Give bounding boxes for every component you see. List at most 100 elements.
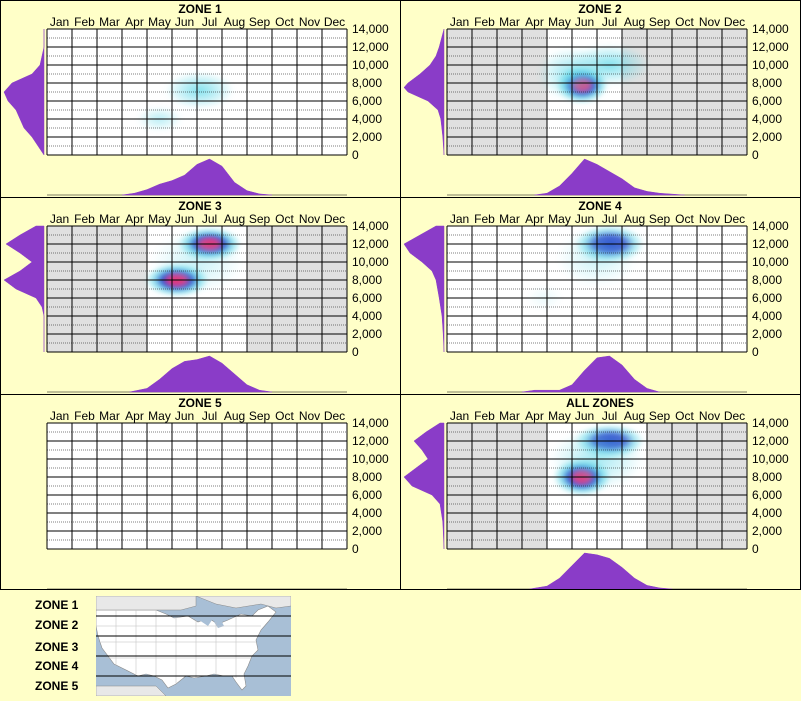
elevation-tick-label: 12,000 [352,40,389,54]
zone-panel: ALL ZONES Jan Feb Mar Apr May Jun Jul Aug Sep Oct N… [400,394,801,590]
month-tick-label: Aug [624,409,645,423]
elevation-tick-label: 4,000 [752,506,782,520]
month-column-bg [472,226,497,352]
elevation-tick-label: 2,000 [352,327,382,341]
zone-legend-label: ZONE 4 [35,659,79,673]
month-column-bg [322,226,347,352]
month-tick-label: Sep [249,409,271,423]
zone-panel: ZONE 1 Jan Feb Mar Apr May Jun Jul Aug Sep Oct Nov D… [0,0,401,198]
month-column-bg [272,29,297,155]
month-column-bg [722,423,747,549]
zone-legend-label: ZONE 2 [35,618,79,632]
month-tick-label: Mar [99,15,120,29]
month-tick-label: Nov [299,409,320,423]
chart-title: ZONE 2 [578,2,622,16]
month-tick-label: Jul [202,409,217,423]
elevation-tick-label: 10,000 [352,255,389,269]
month-column-bg [322,423,347,549]
month-tick-label: Apr [525,409,544,423]
month-tick-label: Jun [175,409,194,423]
month-column-bg [122,29,147,155]
month-column-bg [472,423,497,549]
elevation-tick-label: 10,000 [752,58,789,72]
month-tick-label: Aug [624,212,645,226]
month-tick-label: Oct [675,212,694,226]
month-tick-label: Jul [202,212,217,226]
month-tick-label: Jun [575,212,594,226]
month-tick-label: Mar [99,409,120,423]
zone-charts-grid: ZONE 1 Jan Feb Mar Apr May Jun Jul Aug Sep Oct Nov D… [0,0,801,590]
elevation-tick-label: 4,000 [752,112,782,126]
month-tick-label: Jan [450,409,469,423]
month-tick-label: Mar [499,409,520,423]
elevation-tick-label: 8,000 [352,273,382,287]
month-tick-label: May [548,409,571,423]
month-density [534,158,685,196]
elevation-density [403,225,445,353]
month-column-bg [322,29,347,155]
elevation-tick-label: 4,000 [352,506,382,520]
elevation-tick-label: 14,000 [752,22,789,36]
elevation-tick-label: 14,000 [352,219,389,233]
month-tick-label: Aug [224,15,245,29]
month-tick-label: Jun [575,15,594,29]
month-tick-label: Feb [74,212,95,226]
month-column-bg [122,423,147,549]
zone-panel: ZONE 5 Jan Feb Mar Apr May Jun Jul Aug Sep Oct Nov D… [0,394,401,590]
month-tick-label: Dec [724,15,745,29]
month-tick-label: Feb [474,212,495,226]
zone-panel: ZONE 4 Jan Feb Mar Apr May Jun Jul Aug Sep Oct Nov D… [400,197,801,395]
month-tick-label: Mar [499,212,520,226]
month-tick-label: Feb [74,15,95,29]
month-density [121,158,273,196]
elevation-tick-label: 4,000 [352,112,382,126]
elevation-tick-label: 0 [352,148,359,162]
month-tick-label: May [548,212,571,226]
month-tick-label: Nov [699,212,720,226]
zone-legend: ZONE 1 ZONE 2 ZONE 3 ZONE 4 ZONE 5 [0,590,801,701]
month-column-bg [672,423,697,549]
month-tick-label: Mar [499,15,520,29]
month-column-bg [472,29,497,155]
elevation-tick-label: 10,000 [352,452,389,466]
elevation-tick-label: 8,000 [752,76,782,90]
elevation-tick-label: 6,000 [352,488,382,502]
heat-spot [165,71,234,109]
elevation-tick-label: 8,000 [352,76,382,90]
elevation-tick-label: 6,000 [752,291,782,305]
month-density [529,552,673,590]
elevation-tick-label: 2,000 [352,130,382,144]
month-tick-label: Oct [675,15,694,29]
month-density [521,355,660,393]
zone-panel: ZONE 2 Jan Feb Mar Apr May Jun Jul Aug Sep Oct Nov D… [400,0,801,198]
month-tick-label: Oct [275,409,294,423]
elevation-tick-label: 10,000 [752,255,789,269]
elevation-tick-label: 8,000 [752,273,782,287]
chart-title: ZONE 3 [178,199,222,213]
elevation-tick-label: 0 [752,542,759,556]
elevation-tick-label: 6,000 [752,488,782,502]
month-tick-label: Jul [602,15,617,29]
month-tick-label: Aug [224,212,245,226]
month-tick-label: Apr [525,212,544,226]
month-tick-label: Oct [675,409,694,423]
month-tick-label: Dec [724,409,745,423]
month-tick-label: May [148,212,171,226]
elevation-tick-label: 10,000 [352,58,389,72]
elevation-tick-label: 2,000 [352,524,382,538]
month-column-bg [72,29,97,155]
elevation-tick-label: 0 [752,148,759,162]
elevation-tick-label: 14,000 [352,22,389,36]
month-tick-label: Jun [175,15,194,29]
month-tick-label: Nov [299,15,320,29]
month-tick-label: May [148,409,171,423]
month-tick-label: Apr [125,212,144,226]
month-tick-label: Apr [525,15,544,29]
elevation-tick-label: 14,000 [752,219,789,233]
month-tick-label: Jan [50,409,69,423]
month-tick-label: Jul [602,409,617,423]
elevation-tick-label: 12,000 [352,237,389,251]
elevation-tick-label: 12,000 [752,237,789,251]
month-column-bg [722,29,747,155]
elevation-density [3,29,45,156]
